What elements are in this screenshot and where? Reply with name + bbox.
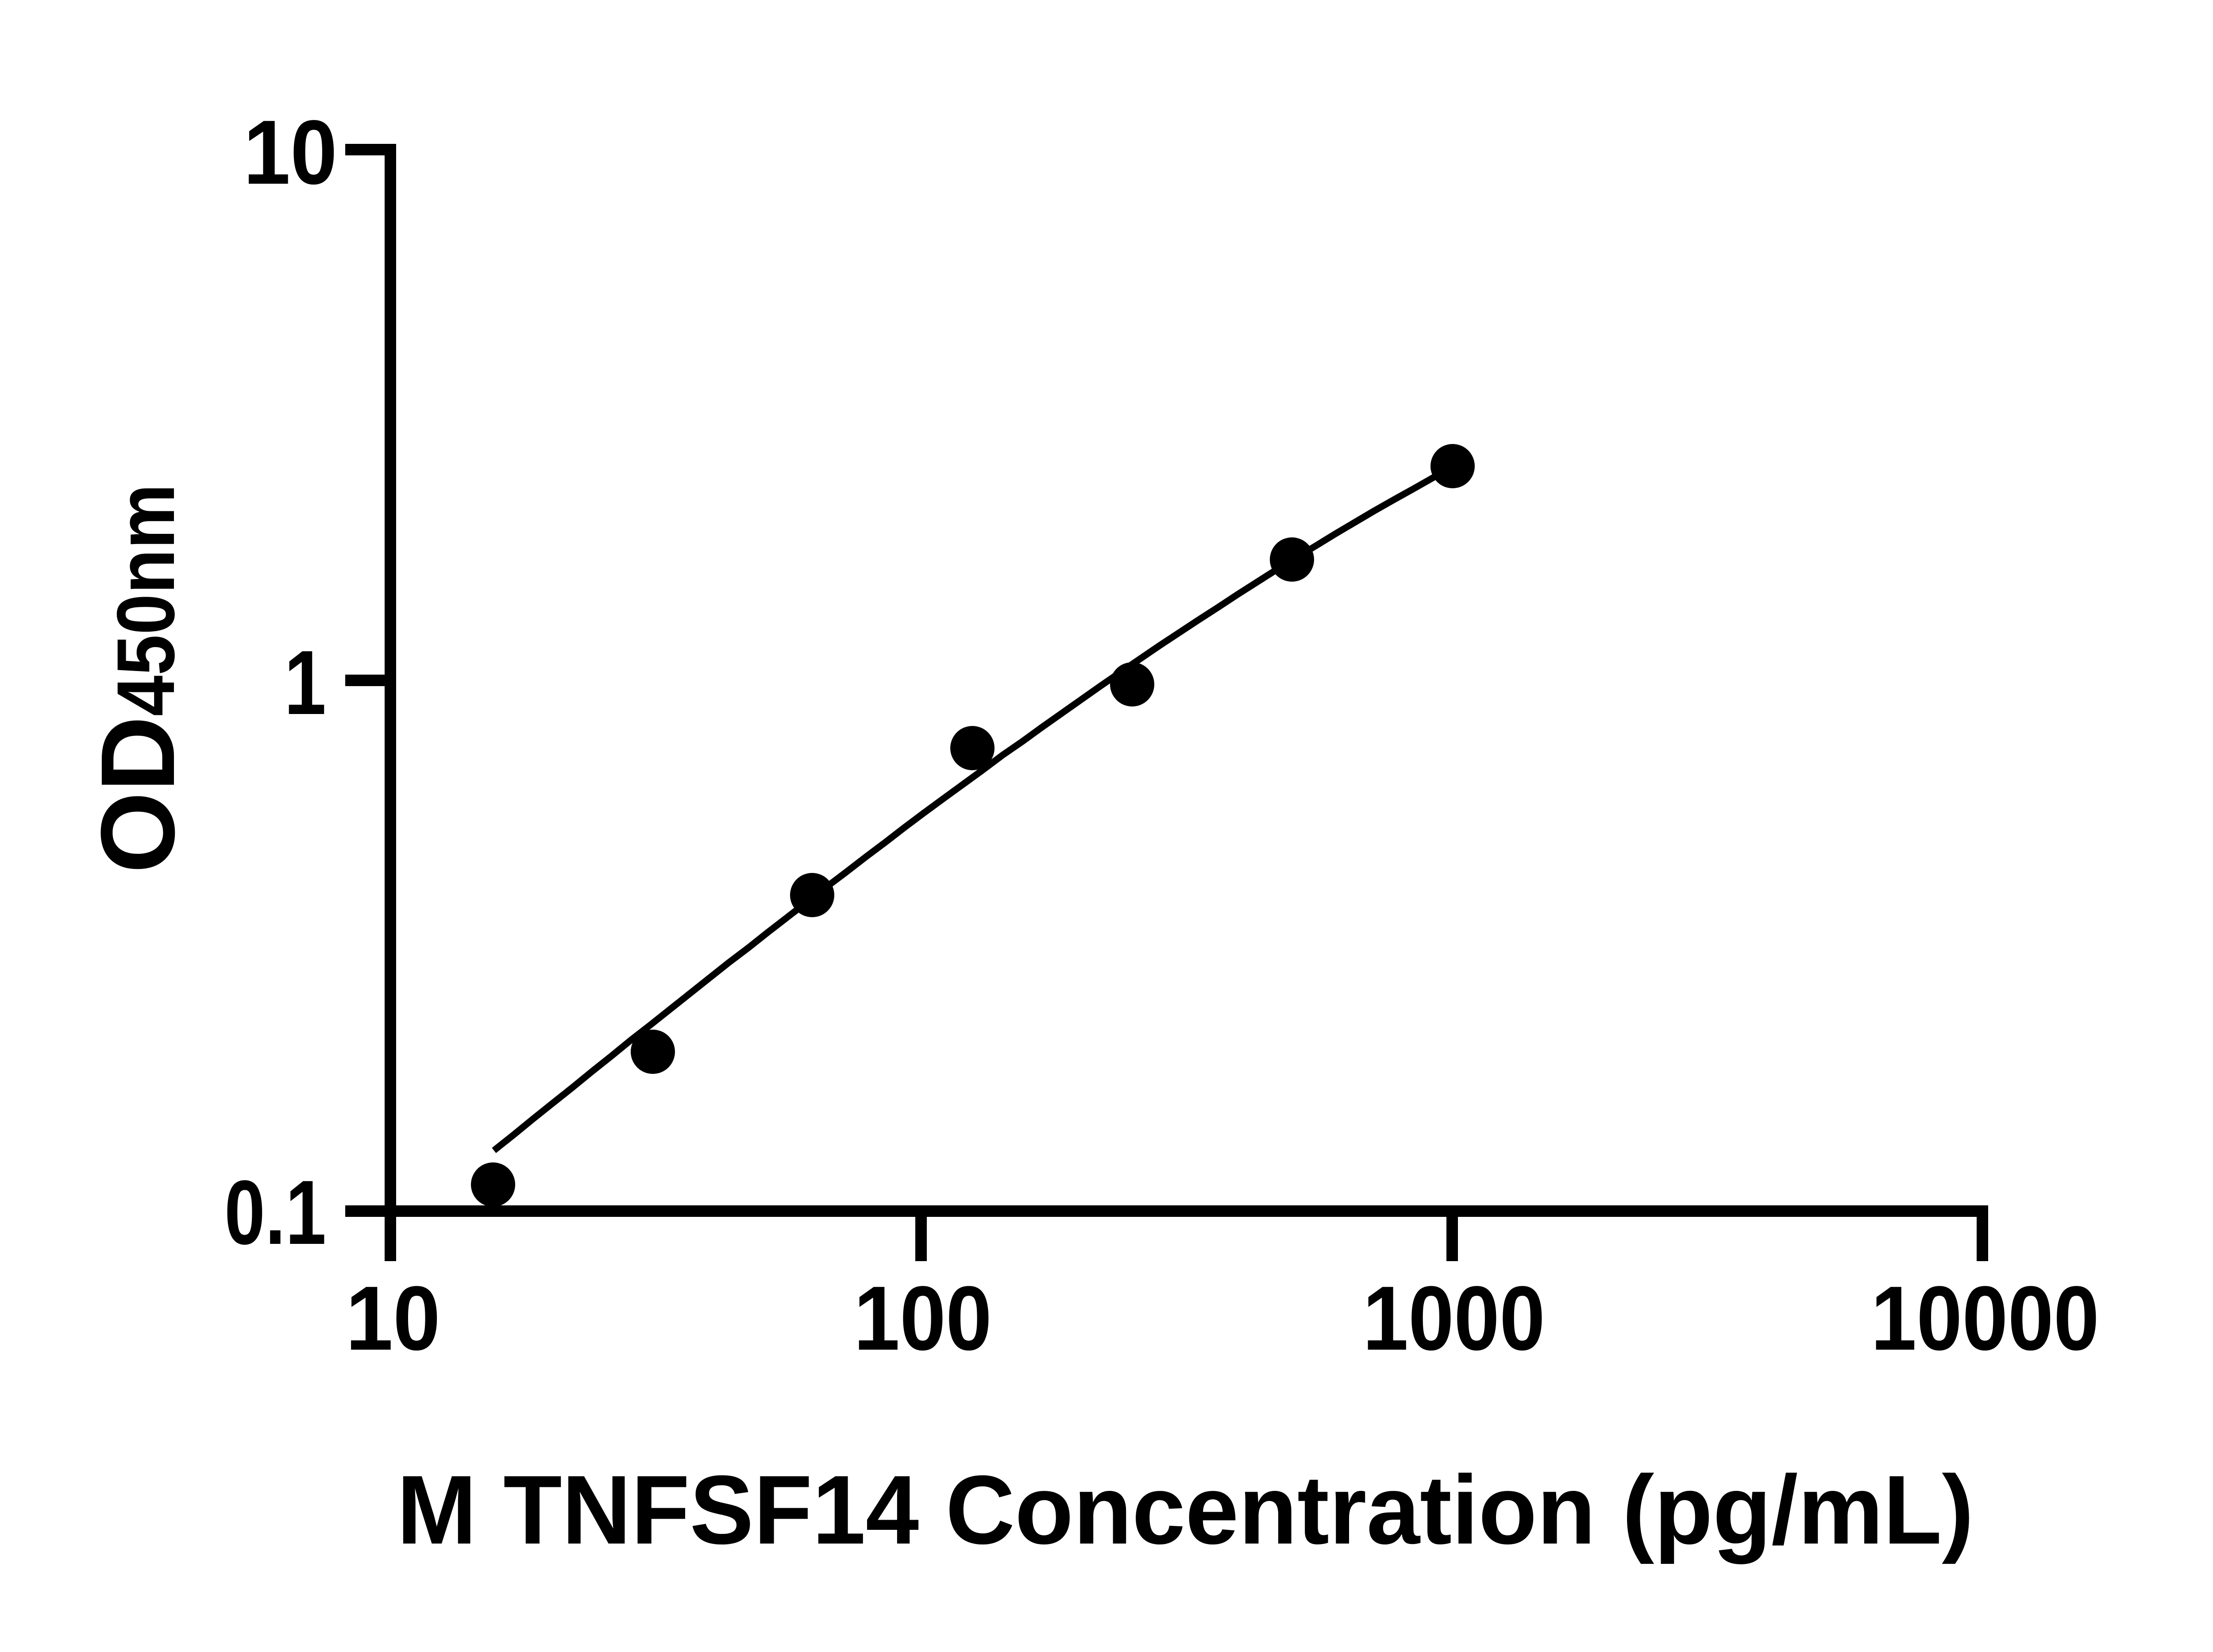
svg-text:1: 1 xyxy=(284,632,326,733)
svg-text:OD: OD xyxy=(79,716,197,874)
svg-text:10: 10 xyxy=(346,1267,440,1369)
svg-text:10: 10 xyxy=(243,101,337,203)
svg-text:450nm: 450nm xyxy=(100,484,192,716)
svg-text:M TNFSF14 Concentration (pg/mL: M TNFSF14 Concentration (pg/mL) xyxy=(397,1455,1974,1564)
svg-text:100: 100 xyxy=(854,1267,992,1369)
svg-text:1000: 1000 xyxy=(1363,1267,1545,1369)
svg-text:10000: 10000 xyxy=(1871,1267,2099,1369)
svg-text:0.1: 0.1 xyxy=(224,1162,326,1263)
